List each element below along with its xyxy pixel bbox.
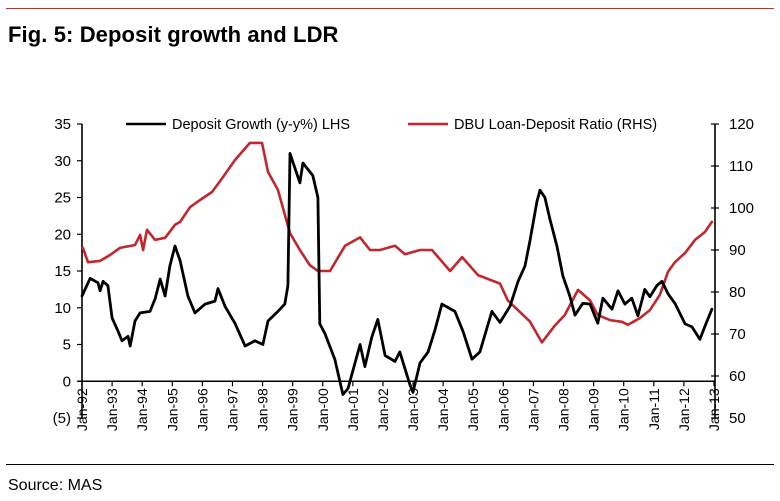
x-tick-label: Jan-92 — [74, 388, 90, 431]
right-tick-label: 70 — [729, 326, 746, 343]
left-tick-label: 15 — [54, 263, 71, 280]
legend: Deposit Growth (y-y%) LHS DBU Loan-Deposi… — [126, 117, 657, 133]
x-tick-label: Jan-96 — [194, 388, 210, 431]
x-tick-label: Jan-02 — [375, 388, 391, 431]
right-tick-label: 100 — [729, 200, 754, 217]
legend-loan-deposit-ratio-label: DBU Loan-Deposit Ratio (RHS) — [454, 117, 657, 133]
right-tick-label: 90 — [729, 242, 746, 259]
x-tick-label: Jan-98 — [255, 388, 271, 431]
right-tick-label: 80 — [729, 284, 746, 301]
series-layer — [80, 141, 714, 396]
left-tick-label: 30 — [54, 153, 71, 170]
axes: 35302520151050(5)1201101009080706050Jan-… — [53, 116, 754, 431]
x-tick-label: Jan-12 — [676, 388, 692, 431]
x-tick-label: Jan-05 — [465, 388, 481, 431]
source-note: Source: MAS — [8, 477, 103, 494]
top-rule — [6, 8, 774, 9]
right-tick-label: 110 — [729, 158, 753, 175]
x-tick-label: Jan-06 — [495, 388, 511, 431]
x-tick-label: Jan-11 — [646, 388, 662, 430]
left-tick-label: (5) — [53, 410, 71, 427]
x-tick-label: Jan-09 — [586, 388, 602, 431]
x-tick-label: Jan-99 — [285, 388, 301, 431]
x-tick-label: Jan-08 — [556, 388, 572, 431]
x-tick-label: Jan-04 — [435, 388, 451, 431]
right-tick-label: 50 — [729, 410, 746, 427]
left-tick-label: 25 — [54, 190, 71, 207]
x-tick-label: Jan-95 — [164, 388, 180, 431]
left-tick-label: 5 — [63, 337, 71, 354]
left-tick-label: 0 — [63, 373, 71, 390]
left-tick-label: 10 — [54, 300, 71, 317]
left-tick-label: 20 — [54, 226, 71, 243]
x-tick-label: Jan-13 — [706, 388, 722, 431]
x-tick-label: Jan-10 — [616, 388, 632, 431]
x-tick-label: Jan-94 — [134, 388, 150, 431]
left-tick-label: 35 — [54, 116, 71, 133]
figure-title: Fig. 5: Deposit growth and LDR — [8, 22, 339, 47]
x-tick-label: Jan-97 — [224, 388, 240, 431]
x-tick-label: Jan-01 — [345, 388, 361, 431]
x-tick-label: Jan-03 — [405, 388, 421, 431]
loan-deposit-ratio-line — [81, 141, 714, 344]
right-tick-label: 60 — [729, 368, 746, 385]
x-tick-label: Jan-00 — [315, 388, 331, 431]
legend-deposit-growth-label: Deposit Growth (y-y%) LHS — [172, 117, 350, 133]
deposit-growth-line — [80, 152, 714, 396]
x-tick-label: Jan-93 — [104, 388, 120, 431]
right-tick-label: 120 — [729, 116, 754, 133]
bottom-rule — [6, 464, 774, 465]
x-tick-label: Jan-07 — [525, 388, 541, 431]
